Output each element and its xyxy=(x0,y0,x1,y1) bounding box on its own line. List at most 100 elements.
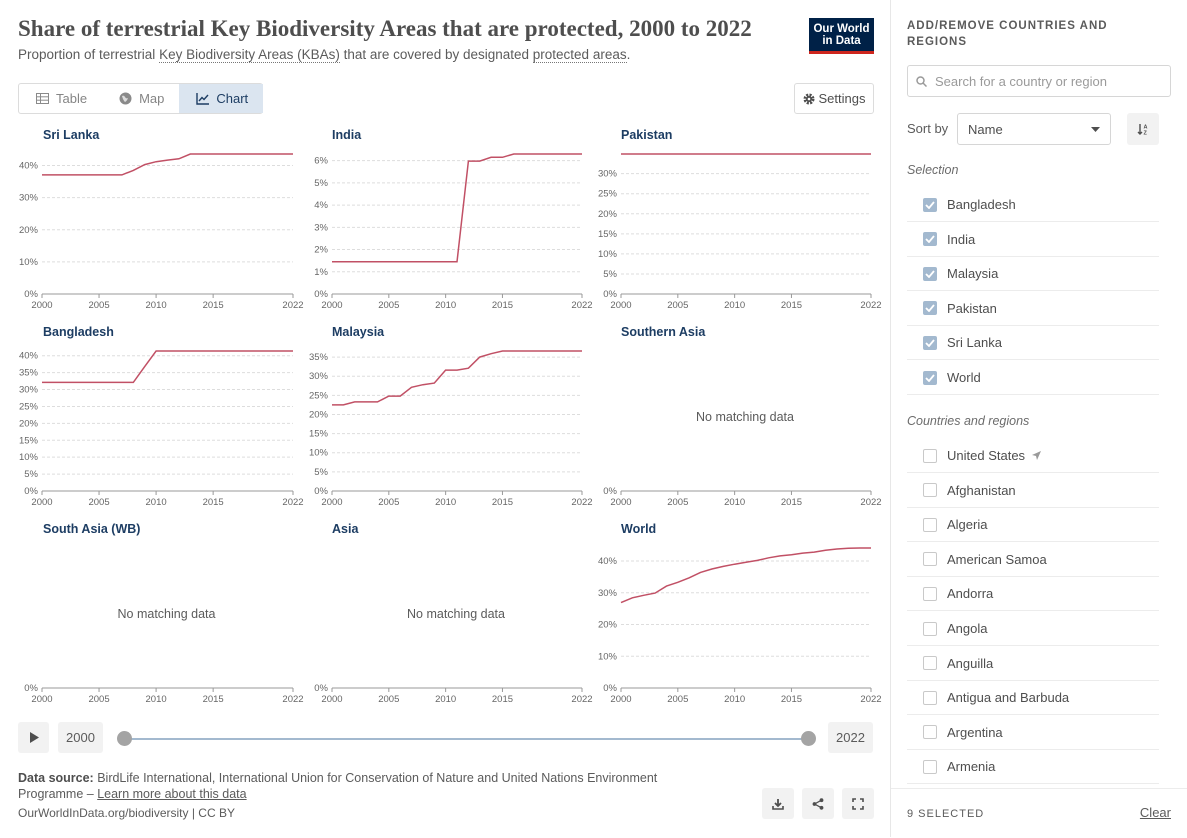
region-item[interactable]: Antigua and Barbuda xyxy=(907,681,1159,716)
expand-icon xyxy=(852,797,864,810)
checkbox[interactable] xyxy=(923,586,937,601)
chart-footer: Data source: BirdLife International, Int… xyxy=(18,770,718,821)
region-item[interactable]: Algeria xyxy=(907,508,1159,543)
tab-map[interactable]: Map xyxy=(102,84,179,113)
x-tick-label: 2015 xyxy=(781,497,802,508)
sidebar-footer: 9 SELECTED Clear xyxy=(891,788,1187,838)
checkbox[interactable] xyxy=(923,483,937,498)
facet-plot: 0% 1% 2% 3% 4% 5% 6% 2000 2005 2010 2015 2022 xyxy=(314,153,593,311)
owid-logo[interactable]: Our World in Data xyxy=(809,18,874,54)
learn-more-link[interactable]: Learn more about this data xyxy=(97,787,247,801)
facet-title: Sri Lanka xyxy=(43,128,100,142)
region-item[interactable]: Armenia xyxy=(907,750,1159,785)
checkbox-checked[interactable] xyxy=(923,232,937,247)
download-icon xyxy=(772,798,784,810)
x-tick-label: 2022 xyxy=(282,694,303,705)
region-item[interactable]: Angola xyxy=(907,612,1159,646)
check-icon xyxy=(925,339,935,347)
checkbox[interactable] xyxy=(923,517,937,532)
checkbox[interactable] xyxy=(923,725,937,740)
checkbox[interactable] xyxy=(923,552,937,567)
selected-item[interactable]: India xyxy=(907,223,1159,257)
checkbox-checked[interactable] xyxy=(923,335,937,350)
facet-plot: 0% 5% 10% 15% 20% 25% 30% 35% 40% 2000 2005 2010 201… xyxy=(19,350,304,508)
tab-table[interactable]: Table xyxy=(19,84,102,113)
y-tick-label: 1% xyxy=(314,267,328,278)
selected-item[interactable]: Sri Lanka xyxy=(907,326,1159,361)
search-input[interactable] xyxy=(933,72,1157,90)
entity-sidebar: ADD/REMOVE COUNTRIES AND REGIONS Sort by… xyxy=(890,0,1187,838)
clear-button[interactable]: Clear xyxy=(1139,805,1171,820)
series-line[interactable] xyxy=(42,350,293,384)
y-tick-label: 40% xyxy=(598,556,618,567)
facet-title: Malaysia xyxy=(332,325,385,339)
x-tick-label: 2015 xyxy=(781,694,802,705)
x-tick-label: 2000 xyxy=(610,694,631,705)
item-label: Malaysia xyxy=(947,266,999,282)
check-icon xyxy=(925,304,935,313)
region-item[interactable]: American Samoa xyxy=(907,543,1159,577)
share-button[interactable] xyxy=(802,788,834,819)
series-line[interactable] xyxy=(332,350,582,406)
download-button[interactable] xyxy=(762,788,794,819)
facet-title: World xyxy=(621,522,657,536)
region-item[interactable]: Andorra xyxy=(907,577,1159,612)
item-label: Andorra xyxy=(947,586,994,602)
x-tick-label: 2010 xyxy=(435,300,456,311)
checkbox-checked[interactable] xyxy=(923,301,937,316)
play-button[interactable] xyxy=(18,722,49,753)
checkbox-checked[interactable] xyxy=(923,370,937,385)
settings-button[interactable]: Settings xyxy=(794,83,874,114)
fullscreen-button[interactable] xyxy=(842,788,874,819)
timeline-end-handle[interactable] xyxy=(801,731,816,746)
subtitle-text: Proportion of terrestrial xyxy=(18,47,160,62)
facet-title: South Asia (WB) xyxy=(43,522,141,536)
protected-areas-link[interactable]: protected areas xyxy=(532,47,627,63)
sort-label: Sort by xyxy=(907,121,949,136)
x-tick-label: 2015 xyxy=(203,497,224,508)
region-item[interactable]: United States xyxy=(907,439,1159,473)
x-tick-label: 2015 xyxy=(781,300,802,311)
selected-item[interactable]: Pakistan xyxy=(907,292,1159,326)
settings-label: Settings xyxy=(818,91,866,106)
checkbox-checked[interactable] xyxy=(923,266,937,281)
item-label: Sri Lanka xyxy=(947,335,1002,351)
checkbox[interactable] xyxy=(923,621,937,636)
checkbox[interactable] xyxy=(923,759,937,774)
series-line[interactable] xyxy=(332,153,582,263)
x-tick-label: 2005 xyxy=(378,694,399,705)
selected-item[interactable]: World xyxy=(907,361,1159,395)
checkbox[interactable] xyxy=(923,448,937,463)
facet-plot: 0%2000 2005 2010 2015 2022 xyxy=(603,486,881,508)
location-arrow-icon xyxy=(1031,450,1042,461)
checkbox-checked[interactable] xyxy=(923,197,937,212)
tab-chart[interactable]: Chart xyxy=(179,84,264,113)
facet-plot: 0% 5% 10% 15% 20% 25% 30% 2000 2005 2010 2015 2022 xyxy=(598,153,882,311)
facet-chart: Malaysia 0% 5% 10% 15% 20% 25% 30% 35% 2000 2005 20… xyxy=(300,325,593,517)
kba-link[interactable]: Key Biodiversity Areas (KBAs) xyxy=(159,47,340,63)
region-item[interactable]: Anguilla xyxy=(907,647,1159,681)
checkbox[interactable] xyxy=(923,690,937,705)
sort-select[interactable]: Name xyxy=(957,113,1111,145)
series-line[interactable] xyxy=(620,547,871,604)
y-tick-label: 30% xyxy=(598,588,618,599)
table-icon xyxy=(36,93,49,104)
series-line[interactable] xyxy=(42,153,293,176)
y-tick-label: 5% xyxy=(314,178,328,189)
search-box[interactable] xyxy=(907,65,1171,97)
facet-title: Bangladesh xyxy=(43,325,114,339)
x-tick-label: 2015 xyxy=(203,300,224,311)
timeline-track[interactable] xyxy=(124,738,808,740)
facet-chart: World 0% 10% 20% 30% 40% 2000 2005 2010 2015 2022 xyxy=(590,522,882,714)
selected-item[interactable]: Bangladesh xyxy=(907,188,1159,222)
timeline-start-handle[interactable] xyxy=(117,731,132,746)
item-label: Afghanistan xyxy=(947,482,1016,498)
selected-item[interactable]: Malaysia xyxy=(907,257,1159,292)
y-tick-label: 25% xyxy=(598,189,618,200)
region-item[interactable]: Argentina xyxy=(907,716,1159,750)
checkbox[interactable] xyxy=(923,656,937,671)
y-tick-label: 4% xyxy=(314,200,328,211)
item-label: Argentina xyxy=(947,724,1003,740)
region-item[interactable]: Afghanistan xyxy=(907,474,1159,508)
